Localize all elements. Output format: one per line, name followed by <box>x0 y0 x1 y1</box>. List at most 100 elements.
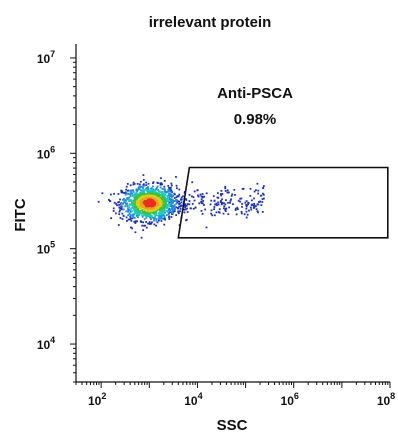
event-dot <box>260 194 263 197</box>
event-dot <box>179 202 181 205</box>
event-dot <box>154 214 157 217</box>
event-dot <box>125 192 128 195</box>
event-dot <box>173 192 176 195</box>
event-dot <box>165 200 168 203</box>
event-dot <box>139 186 141 189</box>
event-dot <box>175 196 178 199</box>
event-dot <box>139 180 142 183</box>
event-dot <box>160 182 163 185</box>
event-dot <box>150 214 152 217</box>
event-dot <box>191 181 194 184</box>
event-dot <box>151 216 154 219</box>
event-dot <box>141 209 144 212</box>
event-dot <box>163 179 166 182</box>
event-dot <box>130 219 133 222</box>
event-dot <box>155 199 158 202</box>
event-dot <box>157 182 159 184</box>
event-dot <box>171 202 174 205</box>
event-dot <box>163 209 166 212</box>
event-dot <box>188 193 191 196</box>
event-dot <box>167 190 170 193</box>
event-dot <box>129 210 132 213</box>
event-dot <box>129 209 131 212</box>
event-dot <box>147 189 150 192</box>
event-dot <box>253 190 256 193</box>
event-dot <box>130 201 133 203</box>
event-dot <box>143 218 146 221</box>
event-dot <box>141 202 144 204</box>
event-dot <box>166 214 168 217</box>
event-dot <box>145 226 148 229</box>
event-dot <box>142 178 145 181</box>
event-dot <box>131 227 134 230</box>
event-dot <box>186 207 188 210</box>
event-dot <box>131 205 134 207</box>
event-dot <box>130 199 133 202</box>
event-dot <box>134 222 137 224</box>
event-dot <box>217 203 220 206</box>
event-dot <box>162 214 165 216</box>
event-dot <box>235 213 238 216</box>
event-dot <box>118 206 121 209</box>
event-dot <box>112 210 115 212</box>
event-dot <box>247 203 249 206</box>
event-dot <box>258 201 261 203</box>
event-dot <box>234 194 236 196</box>
event-dot <box>144 211 147 214</box>
event-dot <box>153 211 156 214</box>
event-dot <box>169 188 172 191</box>
event-dot <box>135 191 138 194</box>
event-dot <box>152 196 155 199</box>
event-dot <box>134 197 137 200</box>
event-dot <box>223 207 225 210</box>
event-dot <box>202 200 205 202</box>
event-dot <box>120 206 123 209</box>
event-dot <box>136 199 139 202</box>
event-dot <box>245 207 248 210</box>
event-dot <box>141 200 144 203</box>
event-dot <box>110 217 113 220</box>
event-dot <box>123 199 126 202</box>
event-dot <box>167 213 170 216</box>
event-dot <box>157 189 160 191</box>
event-dot <box>249 187 252 190</box>
event-dot <box>121 205 124 208</box>
event-dot <box>213 208 216 211</box>
event-dot <box>142 203 145 206</box>
event-dot <box>155 224 158 227</box>
event-dot <box>132 216 134 219</box>
event-dot <box>130 214 132 217</box>
event-dot <box>148 222 151 225</box>
event-dot <box>227 191 230 194</box>
event-dot <box>197 194 199 197</box>
event-dot <box>168 201 171 204</box>
event-dot <box>173 197 176 199</box>
event-dot <box>164 202 167 204</box>
event-dot <box>142 187 145 190</box>
event-dot <box>257 211 260 214</box>
axes: 102 104 106 108 104 105 106 107 <box>37 44 395 408</box>
event-dot <box>167 202 170 205</box>
event-dot <box>170 193 172 196</box>
event-dot <box>139 191 142 194</box>
event-dot <box>134 231 137 234</box>
event-dot <box>262 185 265 187</box>
event-dot <box>171 191 173 193</box>
event-dot <box>214 203 216 206</box>
event-dot <box>157 212 160 215</box>
event-dot <box>175 175 177 178</box>
event-dot <box>169 186 172 189</box>
event-dot <box>200 198 203 201</box>
event-dot <box>183 204 186 207</box>
event-dot <box>231 193 234 196</box>
event-dot <box>119 207 122 210</box>
event-dot <box>219 193 222 195</box>
event-dot <box>97 200 100 203</box>
event-dot <box>213 206 216 208</box>
event-dot <box>152 185 154 188</box>
event-dot <box>226 189 229 192</box>
event-dot <box>146 187 149 190</box>
event-dot <box>164 206 167 209</box>
event-dot <box>261 201 264 203</box>
event-dot <box>160 177 162 180</box>
